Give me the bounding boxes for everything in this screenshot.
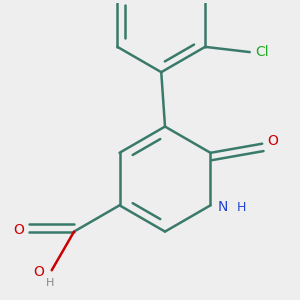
- Text: N: N: [218, 200, 228, 214]
- Text: H: H: [237, 201, 246, 214]
- Text: O: O: [13, 223, 24, 237]
- Text: Cl: Cl: [255, 45, 269, 59]
- Text: O: O: [33, 265, 44, 279]
- Text: O: O: [267, 134, 278, 148]
- Text: H: H: [46, 278, 54, 288]
